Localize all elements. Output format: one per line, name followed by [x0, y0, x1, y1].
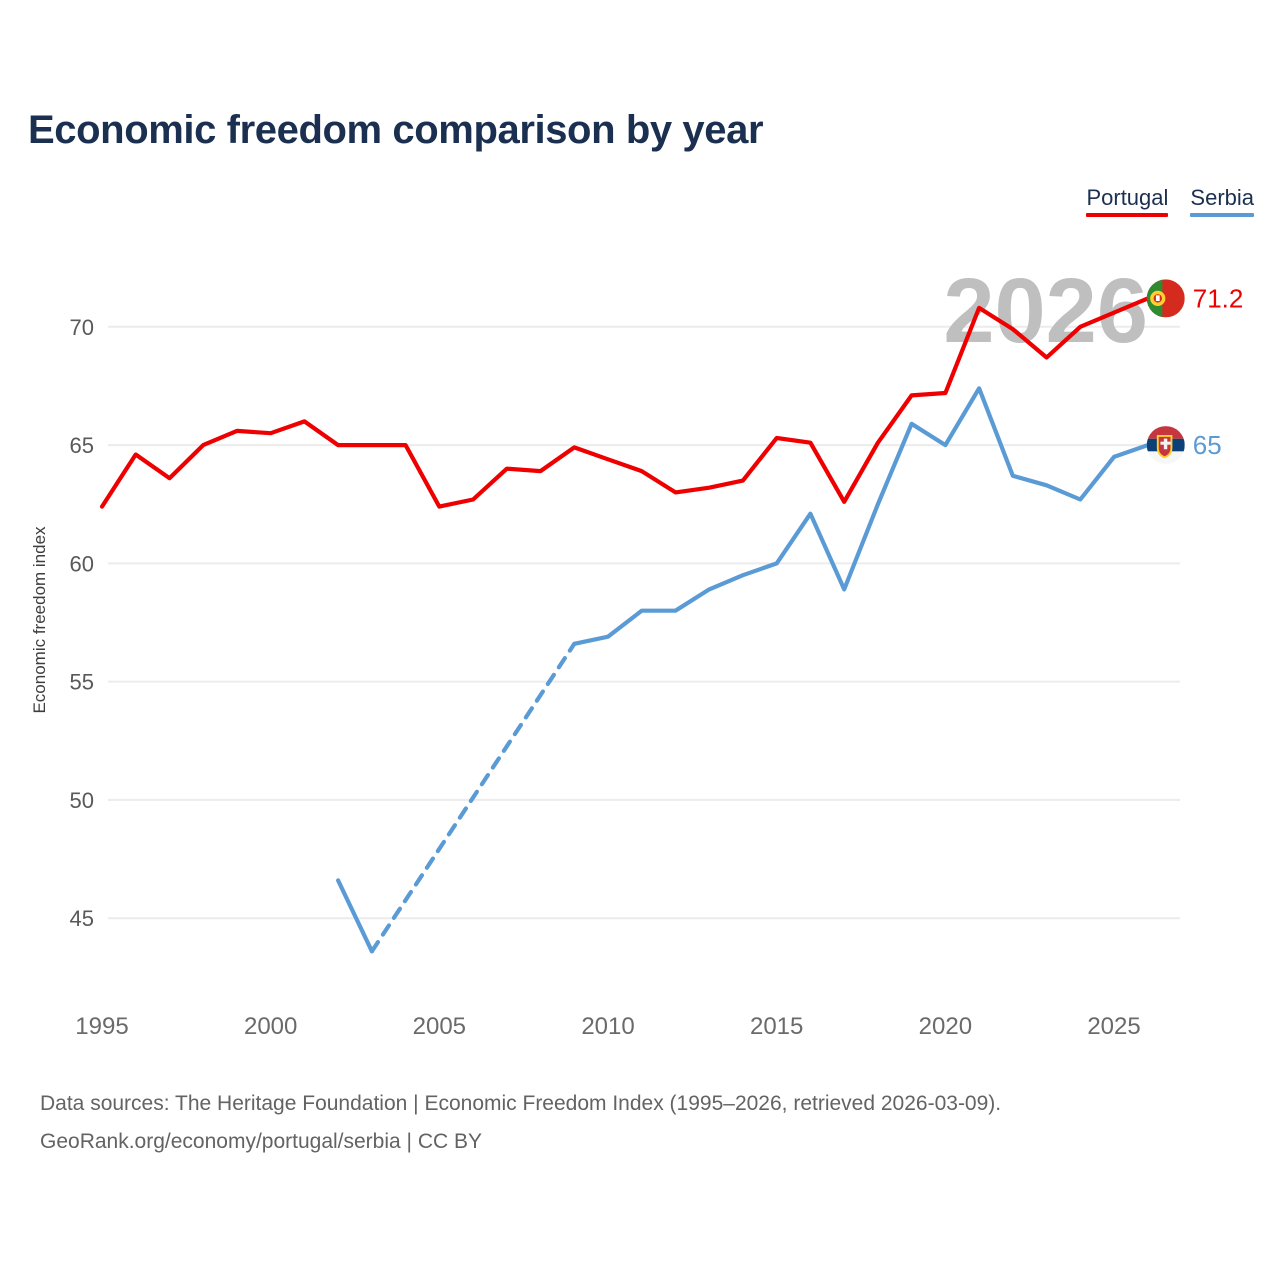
- y-axis-tick-labels: 45 50 55 60 65 70: [70, 315, 94, 931]
- portugal-end-value: 71.2: [1193, 283, 1244, 313]
- legend-label-portugal: Portugal: [1086, 185, 1169, 210]
- endpoint-marker-layer: 71.2 65: [1146, 279, 1244, 465]
- footer-sources: Data sources: The Heritage Foundation | …: [40, 1085, 1240, 1161]
- legend-label-serbia: Serbia: [1190, 185, 1254, 210]
- legend-item-portugal[interactable]: Portugal: [1086, 185, 1169, 217]
- gridlines: [108, 325, 1180, 920]
- x-tick-label: 1995: [75, 1013, 128, 1040]
- footer-line-1: Data sources: The Heritage Foundation | …: [40, 1092, 1002, 1115]
- legend-swatch-portugal: [1086, 213, 1169, 217]
- serbia-flag-icon: [1146, 426, 1185, 465]
- y-tick-label: 65: [70, 433, 94, 458]
- serbia-end-value: 65: [1193, 430, 1222, 460]
- footer-line-2: GeoRank.org/economy/portugal/serbia | CC…: [40, 1130, 483, 1153]
- legend-item-serbia[interactable]: Serbia: [1190, 186, 1254, 217]
- data-series-layer: [99, 296, 1150, 954]
- x-tick-label: 2010: [581, 1013, 634, 1040]
- y-tick-label: 45: [70, 906, 94, 931]
- x-tick-label: 2005: [413, 1013, 466, 1040]
- y-axis-title: Economic freedom index: [30, 526, 49, 714]
- y-tick-label: 50: [70, 788, 94, 813]
- y-tick-label: 70: [70, 315, 94, 340]
- series-line-serbia: [572, 386, 1150, 646]
- series-line-serbia: [336, 878, 374, 954]
- x-tick-label: 2025: [1087, 1013, 1140, 1040]
- page-title: Economic freedom comparison by year: [28, 108, 764, 152]
- portugal-flag-icon: [1146, 279, 1185, 318]
- series-line-serbia: [369, 641, 577, 954]
- x-tick-label: 2000: [244, 1013, 297, 1040]
- x-tick-label: 2020: [919, 1013, 972, 1040]
- y-tick-label: 55: [70, 670, 94, 695]
- y-tick-label: 60: [70, 551, 94, 576]
- legend-swatch-serbia: [1190, 213, 1254, 217]
- chart-legend: Portugal Serbia: [1086, 186, 1254, 217]
- series-line-portugal: [99, 296, 1150, 509]
- x-axis-tick-labels: 1995 2000 2005 2010 2015 2020 2025: [75, 1013, 1140, 1040]
- x-tick-label: 2015: [750, 1013, 803, 1040]
